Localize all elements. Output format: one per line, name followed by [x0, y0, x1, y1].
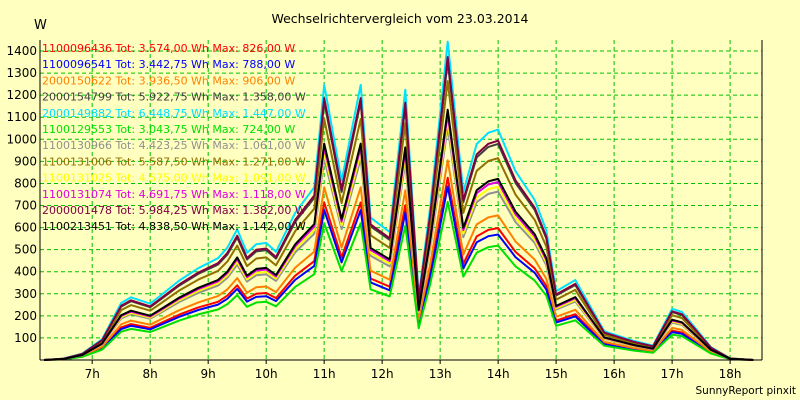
x-tick-label: 7h	[85, 367, 100, 381]
y-axis-unit-label: W	[34, 18, 47, 33]
legend-entry-1100131025: 1100131025 Tot: 4.575,00 Wh Max: 1.091,0…	[42, 172, 306, 185]
y-tick-label: 200	[14, 309, 37, 323]
y-tick-labels: 100 200 300 400 500 600 700 800 900 1000 1100 1200 1…	[6, 44, 37, 345]
y-tick-label: 900	[14, 154, 37, 168]
legend-entry-2000149882: 2000149882 Tot: 6.448,75 Wh Max: 1.447,0…	[42, 107, 306, 120]
plot-area	[40, 40, 762, 360]
y-tick-label: 1000	[6, 132, 37, 146]
x-tick-label: 10h	[255, 367, 278, 381]
x-tick-label: 8h	[143, 367, 158, 381]
y-tick-label: 700	[14, 199, 37, 213]
y-tick-label: 1300	[6, 66, 37, 80]
footer-credit: SunnyReport pinxit	[696, 385, 796, 397]
legend-entry-1100096541: 1100096541 Tot: 3.442,75 Wh Max: 788,00 …	[42, 58, 295, 71]
series-line-1100096541	[44, 185, 754, 361]
y-tick-label: 600	[14, 221, 37, 235]
legend-entry-1100096436: 1100096436 Tot: 3.574,00 Wh Max: 826,00 …	[42, 42, 295, 55]
x-tick-label: 17h	[661, 367, 684, 381]
series-lines	[44, 40, 754, 361]
y-tick-label: 1100	[6, 110, 37, 124]
legend-entry-1100213451: 1100213451 Tot: 4.838,50 Wh Max: 1.142,0…	[42, 220, 306, 233]
legend-entry-2000150622: 2000150622 Tot: 3.936,50 Wh Max: 906,00 …	[42, 74, 295, 87]
x-tick-labels: 7h 8h 9h 10h 11h 12h 13h 14h 15h 16h 17h 18h	[85, 367, 742, 381]
series-line-2000149882	[44, 40, 754, 361]
series-line-2000001478	[44, 56, 754, 361]
y-tick-label: 800	[14, 176, 37, 190]
chart-title: Wechselrichtervergleich vom 23.03.2014	[271, 11, 528, 26]
axes	[39, 40, 763, 361]
legend-entry-2000154799: 2000154799 Tot: 5.922,75 Wh Max: 1.358,0…	[42, 91, 306, 104]
x-tick-label: 11h	[313, 367, 336, 381]
series-line-1100129553	[44, 200, 754, 361]
x-tick-label: 15h	[545, 367, 568, 381]
y-tick-label: 1400	[6, 44, 37, 58]
x-tick-label: 9h	[201, 367, 216, 381]
series-line-2000150622	[44, 159, 754, 361]
y-tick-label: 300	[14, 287, 37, 301]
x-tick-label: 14h	[487, 367, 510, 381]
x-tick-label: 12h	[371, 367, 394, 381]
x-tick-label: 13h	[429, 367, 452, 381]
series-line-1100213451	[44, 108, 754, 361]
y-tick-label: 500	[14, 243, 37, 257]
legend-entry-1100129553: 1100129553 Tot: 3.043,75 Wh Max: 724,00 …	[42, 123, 295, 136]
y-tick-label: 100	[14, 331, 37, 345]
legend-entry-1100130966: 1100130966 Tot: 4.423,25 Wh Max: 1.061,0…	[42, 139, 306, 152]
legend-entry-1100131074: 1100131074 Tot: 4.691,75 Wh Max: 1.118,0…	[42, 188, 306, 201]
legend-entry-1100131006: 1100131006 Tot: 5.587,50 Wh Max: 1.271,0…	[42, 155, 306, 168]
series-line-1100131006	[44, 80, 754, 361]
legend-entry-2000001478: 2000001478 Tot: 5.984,25 Wh Max: 1.382,0…	[42, 204, 306, 217]
y-tick-label: 400	[14, 265, 37, 279]
y-tick-label: 1200	[6, 88, 37, 102]
x-tick-label: 16h	[603, 367, 626, 381]
x-tick-label: 18h	[719, 367, 742, 381]
legend: 1100096436 Tot: 3.574,00 Wh Max: 826,00 …	[42, 42, 306, 233]
